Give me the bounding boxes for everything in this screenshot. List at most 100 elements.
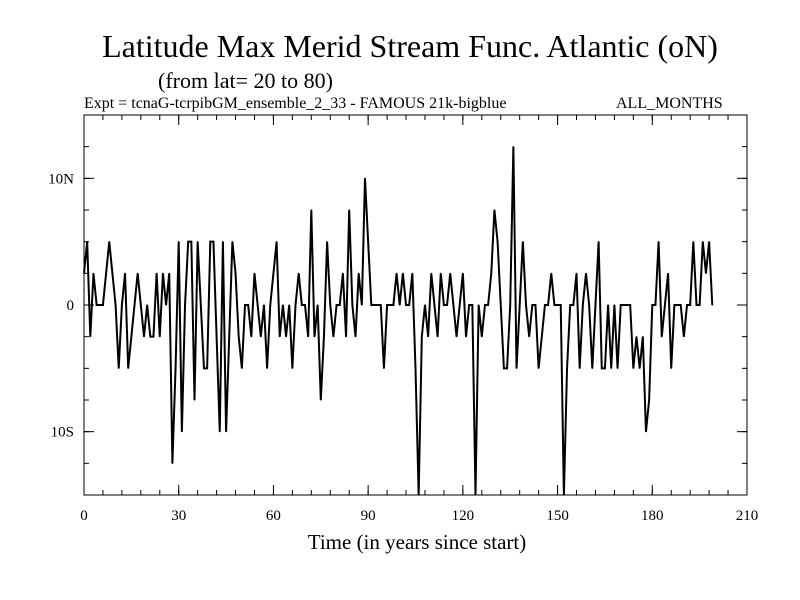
data-point <box>465 336 467 338</box>
data-point <box>702 241 704 243</box>
data-point <box>512 146 514 148</box>
x-tick-label: 0 <box>80 508 88 524</box>
data-point <box>247 304 249 306</box>
data-point <box>178 241 180 243</box>
data-point <box>632 367 634 369</box>
x-tick-label: 60 <box>266 508 281 524</box>
data-point <box>111 272 114 274</box>
data-point <box>257 304 259 306</box>
data-point <box>550 272 552 274</box>
data-point <box>263 304 265 306</box>
data-point <box>313 336 316 338</box>
data-point <box>430 272 432 274</box>
data-point <box>591 367 593 369</box>
data-point <box>370 304 372 306</box>
data-point <box>244 304 246 306</box>
data-point <box>323 336 325 338</box>
data-point <box>604 367 606 369</box>
data-point <box>705 272 707 274</box>
data-point <box>658 241 660 243</box>
data-point <box>162 272 164 274</box>
data-point <box>680 304 682 306</box>
data-point <box>200 304 202 306</box>
data-point <box>459 304 461 306</box>
data-point <box>181 431 183 433</box>
data-point <box>294 304 297 306</box>
data-point <box>493 209 496 211</box>
data-point <box>118 367 120 369</box>
data-point <box>156 272 158 274</box>
data-point <box>519 304 521 306</box>
data-point <box>152 336 155 338</box>
data-point <box>484 304 486 306</box>
data-point <box>541 336 543 338</box>
data-point <box>291 367 293 369</box>
data-point <box>241 367 243 369</box>
series-points <box>83 146 713 496</box>
axis-tick-labels: 0 30 60 90 120 150 180 210 10N 0 10S <box>48 171 758 524</box>
data-point <box>711 304 713 306</box>
data-point <box>86 241 88 243</box>
chart-subtitle: (from lat= 20 to 80) <box>158 68 333 93</box>
data-point <box>238 336 240 338</box>
data-point <box>478 304 480 306</box>
data-point <box>607 304 609 306</box>
data-point <box>335 304 338 306</box>
data-point <box>140 304 142 306</box>
data-point <box>351 304 353 306</box>
data-point <box>339 304 341 306</box>
data-point <box>216 336 218 338</box>
data-point <box>528 336 530 338</box>
data-point <box>304 304 306 306</box>
data-point <box>326 241 328 243</box>
data-point <box>610 367 612 369</box>
data-point <box>629 304 631 306</box>
data-point <box>266 367 268 369</box>
data-point <box>547 304 549 306</box>
data-point <box>515 367 518 369</box>
data-point <box>203 367 205 369</box>
data-point <box>143 336 145 338</box>
data-point <box>380 304 382 306</box>
data-point <box>89 336 91 338</box>
data-point <box>670 367 672 369</box>
data-point <box>137 272 139 274</box>
data-point <box>689 304 691 306</box>
data-point <box>695 304 698 306</box>
data-point <box>329 304 331 306</box>
data-point <box>197 241 199 243</box>
data-point <box>171 462 173 464</box>
data-point <box>556 304 559 306</box>
data-point <box>534 304 537 306</box>
data-point <box>184 304 186 306</box>
data-point <box>108 241 110 243</box>
x-tick-label: 30 <box>171 508 186 524</box>
data-point <box>96 304 98 306</box>
data-point <box>645 431 647 433</box>
data-point <box>500 304 502 306</box>
data-point <box>212 241 215 243</box>
data-point <box>279 336 281 338</box>
data-point <box>373 304 376 306</box>
data-point <box>250 336 252 338</box>
data-point <box>664 304 666 306</box>
data-point <box>525 304 527 306</box>
data-point <box>440 272 442 274</box>
data-point <box>358 272 360 274</box>
data-point <box>301 304 303 306</box>
x-tick-label: 90 <box>361 508 376 524</box>
data-point <box>146 304 148 306</box>
data-point <box>209 241 211 243</box>
data-point <box>127 367 129 369</box>
data-point <box>174 367 177 369</box>
data-point <box>92 272 95 274</box>
data-point <box>414 367 417 369</box>
y-tick-label: 10S <box>51 425 74 441</box>
data-point <box>443 304 445 306</box>
x-tick-label: 120 <box>452 508 475 524</box>
data-point <box>298 272 300 274</box>
y-tick-label: 0 <box>67 298 75 314</box>
plot-frame <box>83 114 748 496</box>
data-point <box>405 304 407 306</box>
